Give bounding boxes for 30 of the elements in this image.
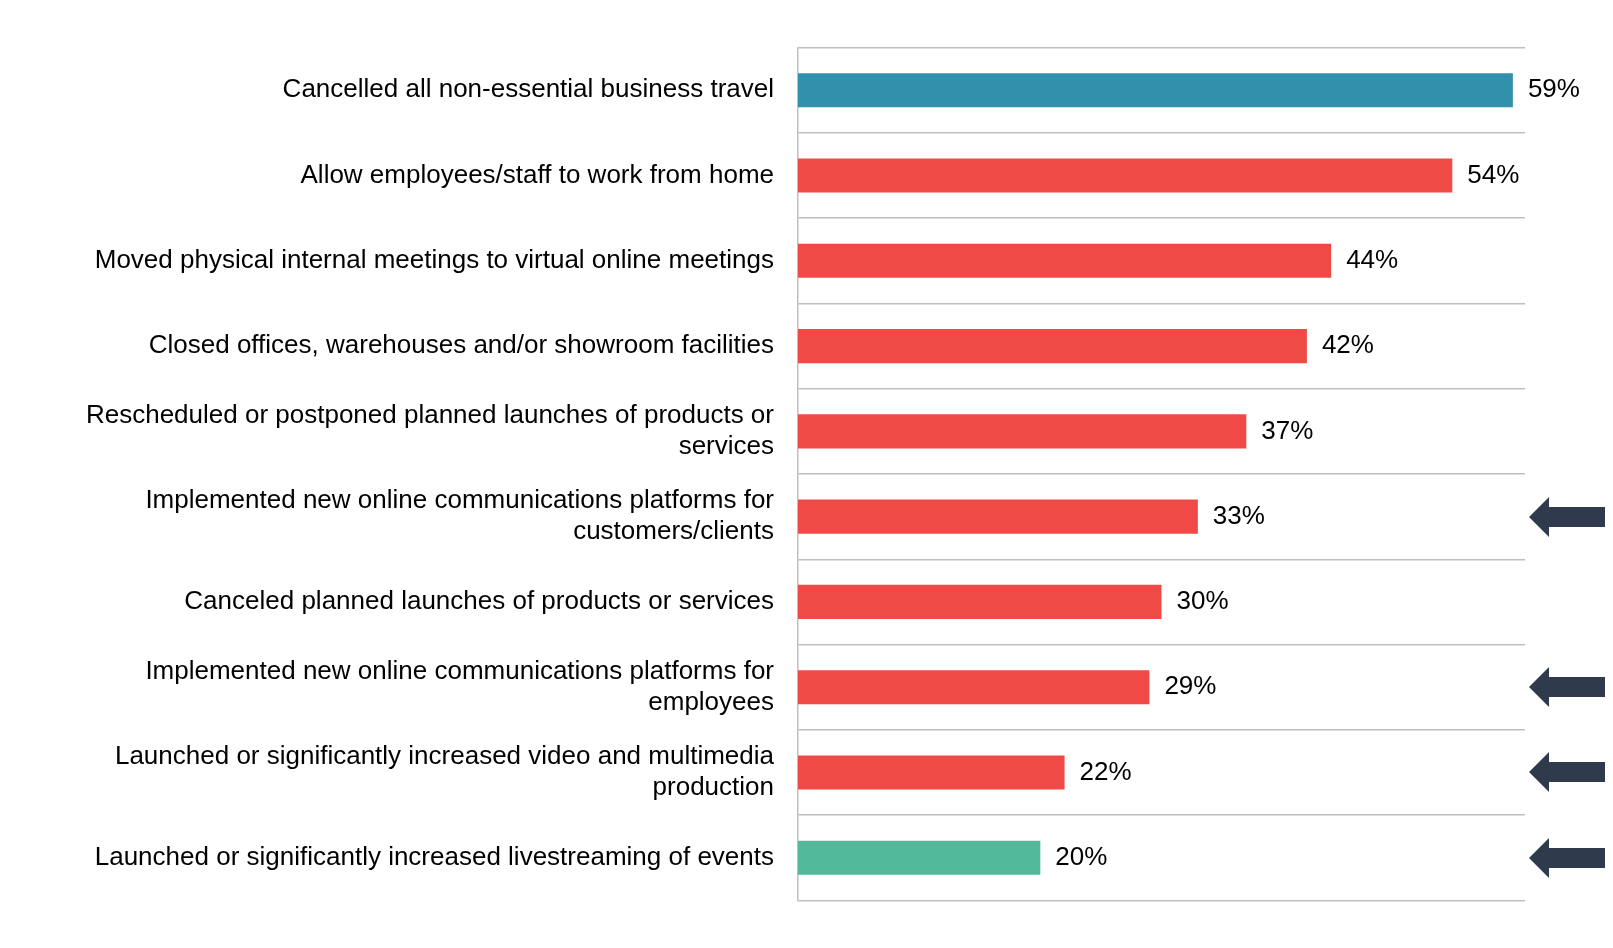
y-tick-label: Implemented new online communications platforms for customers/clients [145,484,775,546]
y-tick-label: Launched or significantly increased livestreaming of events [94,840,774,871]
bar [798,243,1332,278]
data-label: 30% [1176,585,1229,616]
data-label: 54% [1467,158,1520,189]
bar [798,329,1307,364]
y-tick-label: Implemented new online communications platforms for employees [145,654,775,716]
bar [798,499,1198,534]
y-tick-label: Moved physical internal meetings to virtual online meetings [94,243,774,274]
bar [798,414,1247,449]
data-label: 44% [1346,243,1399,274]
data-label: 59% [1527,73,1580,104]
bar [798,584,1162,619]
y-tick-label: Launched or significantly increased video and multimedia production [114,740,775,802]
data-label: 29% [1164,670,1217,701]
y-tick-label: Closed offices, warehouses and/or showroom facilities [148,329,774,360]
bar [798,755,1065,790]
bar [798,158,1453,193]
data-label: 33% [1212,499,1265,530]
y-tick-label: Canceled planned launches of products or services [184,585,774,616]
data-label: 22% [1079,755,1132,786]
data-label: 42% [1321,329,1374,360]
bar [798,73,1513,108]
data-label: 37% [1261,414,1314,445]
data-label: 20% [1055,840,1108,871]
y-tick-label: Rescheduled or postponed planned launches of products or services [85,398,775,461]
y-tick-label: Cancelled all non-essential business travel [282,73,774,104]
y-tick-label: Allow employees/staff to work from home [300,158,774,189]
bar [798,840,1041,875]
bar [798,670,1150,705]
